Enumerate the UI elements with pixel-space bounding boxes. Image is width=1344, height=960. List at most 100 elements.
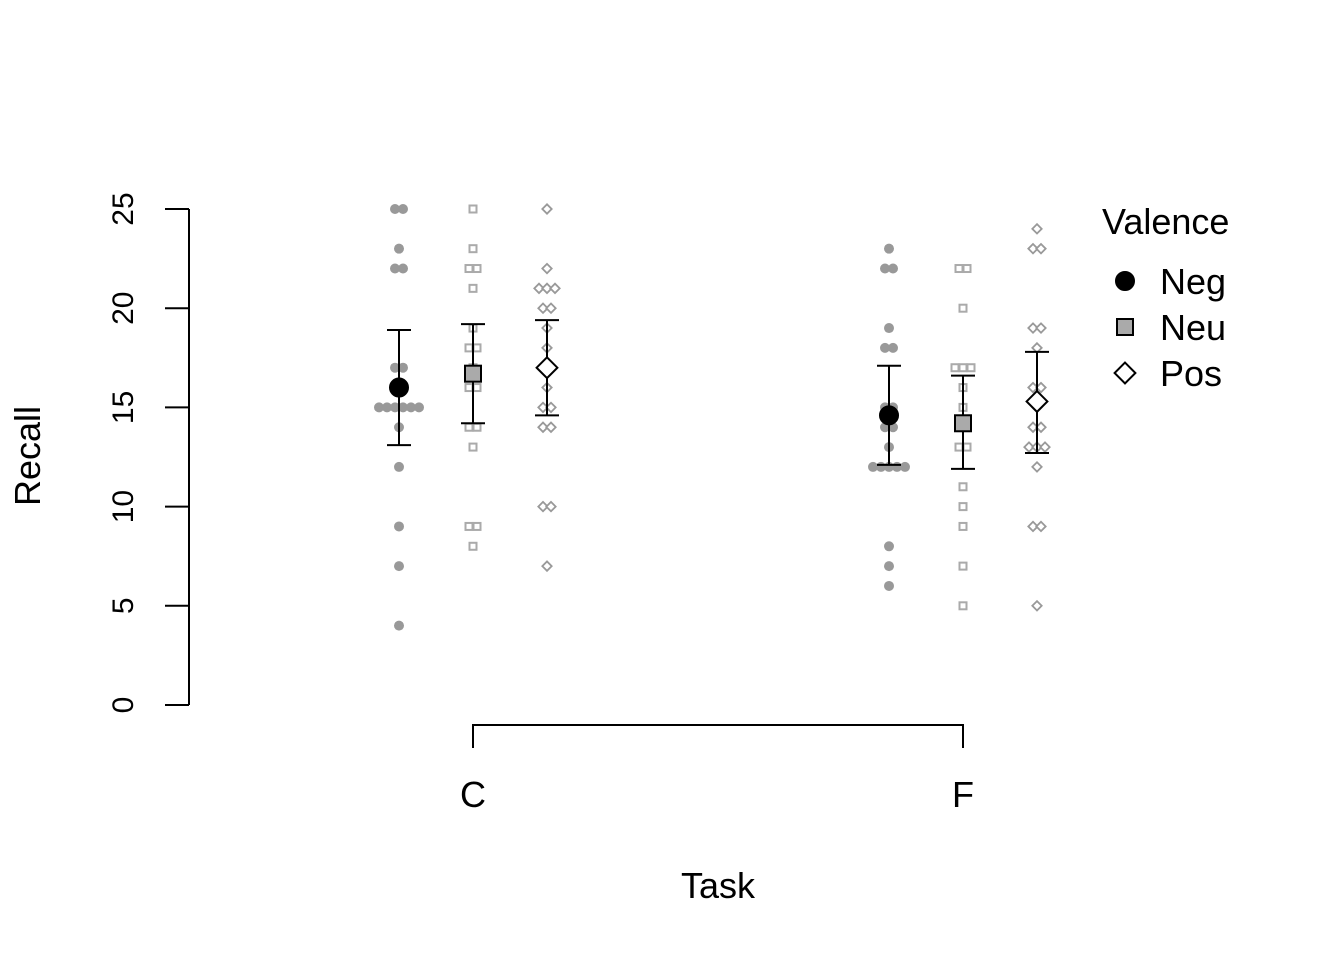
raw-point — [541, 262, 553, 275]
raw-point — [962, 442, 972, 452]
mean-marker — [954, 414, 972, 433]
raw-point — [390, 204, 400, 214]
raw-point — [1035, 520, 1047, 533]
raw-point — [1027, 242, 1039, 255]
raw-point — [464, 383, 474, 393]
legend: Valence Neg Neu Pos — [1102, 201, 1229, 394]
raw-point — [464, 521, 474, 531]
y-tick-label: 20 — [107, 292, 140, 325]
legend-title: Valence — [1102, 201, 1229, 242]
raw-point — [1027, 322, 1039, 334]
y-tick-label: 15 — [107, 391, 140, 424]
mean-marker — [1025, 389, 1049, 414]
raw-point — [472, 521, 482, 531]
raw-point — [1023, 441, 1035, 454]
raw-point — [1035, 242, 1047, 255]
legend-label: Neu — [1160, 307, 1226, 348]
y-tick-label: 0 — [107, 697, 140, 714]
raw-point — [954, 442, 964, 452]
raw-point — [958, 601, 968, 611]
raw-point — [472, 383, 482, 393]
raw-point — [958, 363, 968, 373]
raw-point — [468, 541, 478, 551]
raw-point — [884, 541, 894, 552]
raw-point — [545, 500, 557, 513]
legend-marker — [1113, 361, 1137, 385]
raw-point — [394, 461, 404, 472]
raw-point — [888, 263, 898, 274]
mean-marker — [464, 364, 482, 383]
raw-points — [374, 203, 1051, 631]
mean-marker — [389, 377, 409, 398]
raw-point — [464, 264, 474, 274]
raw-point — [884, 243, 894, 254]
legend-marker — [1116, 318, 1134, 336]
raw-point — [537, 421, 549, 434]
raw-point — [549, 282, 561, 295]
raw-point — [398, 402, 408, 413]
raw-point — [900, 461, 910, 472]
mean-marker — [535, 355, 559, 380]
raw-point — [1031, 599, 1043, 612]
x-axis-label: Task — [681, 865, 756, 906]
raw-point — [1027, 520, 1039, 533]
raw-point — [537, 500, 549, 513]
raw-point — [958, 303, 968, 313]
raw-point — [394, 561, 404, 572]
raw-point — [962, 264, 972, 274]
raw-point — [464, 422, 474, 432]
raw-point — [398, 263, 408, 274]
raw-point — [545, 302, 557, 315]
raw-point — [398, 204, 408, 214]
raw-point — [541, 282, 553, 295]
raw-point — [394, 521, 404, 532]
x-tick-label: F — [952, 774, 974, 815]
raw-point — [868, 461, 878, 472]
raw-point — [390, 402, 400, 413]
raw-point — [464, 343, 474, 353]
raw-point — [966, 363, 976, 373]
raw-point — [394, 243, 404, 254]
raw-point — [884, 323, 894, 334]
raw-point — [541, 203, 553, 215]
raw-point — [398, 362, 408, 373]
raw-point — [880, 263, 890, 274]
raw-point — [545, 421, 557, 434]
raw-point — [472, 264, 482, 274]
raw-point — [414, 402, 424, 413]
raw-point — [888, 342, 898, 353]
mean-marker — [879, 405, 899, 426]
legend-marker — [1115, 271, 1135, 291]
raw-point — [884, 561, 894, 572]
raw-point — [958, 521, 968, 531]
raw-point — [406, 402, 416, 413]
raw-point — [880, 342, 890, 353]
raw-point — [468, 442, 478, 452]
raw-point — [533, 282, 545, 295]
raw-point — [390, 362, 400, 373]
raw-point — [884, 580, 894, 591]
raw-point — [468, 204, 478, 214]
raw-point — [537, 302, 549, 315]
y-tick-label: 5 — [107, 597, 140, 614]
x-tick-label: C — [460, 774, 486, 815]
y-tick-label: 10 — [107, 490, 140, 523]
raw-point — [541, 560, 553, 573]
raw-point — [958, 561, 968, 571]
x-axis-line — [472, 724, 964, 748]
y-tick-label: 25 — [107, 192, 140, 225]
raw-point — [1035, 322, 1047, 334]
legend-label: Neg — [1160, 261, 1226, 302]
y-axis: 0 5 10 15 20 25 — [107, 192, 190, 714]
raw-point — [468, 283, 478, 293]
raw-point — [472, 422, 482, 432]
mean-markers — [387, 319, 1049, 470]
raw-point — [950, 363, 960, 373]
raw-point — [382, 402, 392, 413]
raw-point — [472, 343, 482, 353]
raw-point — [954, 264, 964, 274]
raw-point — [390, 263, 400, 274]
raw-point — [394, 620, 404, 631]
